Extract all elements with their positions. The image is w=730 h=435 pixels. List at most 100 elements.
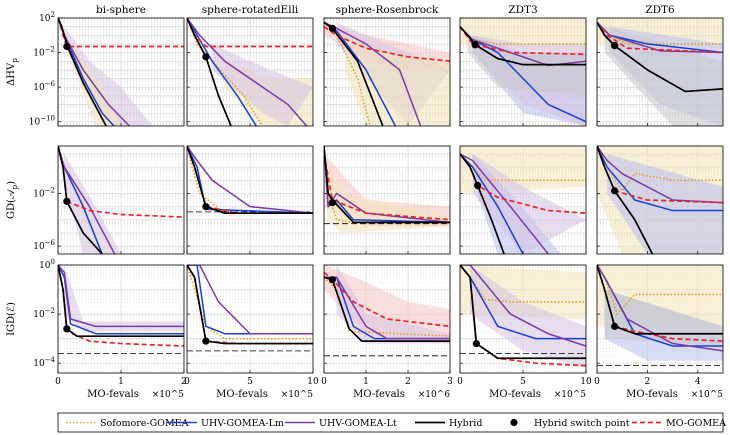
subplot-r1-c2: [323, 145, 451, 255]
plot-area: [460, 18, 586, 126]
axes-box: [596, 145, 724, 255]
plot-area: [58, 265, 184, 354]
series-sofo: [460, 26, 586, 45]
switch-point: [328, 276, 336, 284]
x-axis-label: MO-fevals: [489, 389, 541, 400]
axes-box: [323, 17, 451, 127]
series-mogomea: [324, 25, 450, 63]
column-title: sphere-Rosenbrock: [336, 4, 439, 16]
switch-point: [63, 42, 71, 51]
band-mogomea: [324, 265, 450, 344]
plot-area: [460, 265, 586, 369]
band-lm: [607, 153, 723, 254]
series-mogomea: [460, 265, 586, 367]
x-multiplier: ×10^6: [418, 390, 451, 400]
x-tick-label: 0: [321, 377, 327, 387]
series-mogomea: [324, 271, 450, 328]
row-ylabel: ΔHVp: [6, 58, 19, 86]
x-tick-label: 5: [520, 377, 526, 387]
x-multiplier: ×10^5: [554, 390, 587, 400]
y-tick-label: 100: [39, 258, 55, 271]
series-mogomea: [597, 265, 723, 342]
subplot-r0-c4: ZDT6: [596, 4, 724, 127]
series-lt: [187, 146, 313, 214]
x-tick-label: 5: [247, 377, 253, 387]
legend-label: Hybrid switch point: [534, 418, 630, 429]
legend: Sofomore-GOMEA UHV-GOMEA-Lm UHV-GOMEA-Lt Hy…: [57, 412, 726, 433]
subplot-r1-c4: [596, 145, 724, 255]
switch-point: [611, 42, 619, 50]
x-tick-label: 0: [184, 377, 190, 387]
plot-area: [597, 146, 723, 254]
x-tick-label: 0: [457, 377, 463, 387]
grid: [187, 265, 313, 373]
column-title: bi-sphere: [96, 4, 146, 16]
x-axis-label: MO-fevals: [353, 389, 405, 400]
y-tick-label: 10−2: [33, 186, 55, 199]
series-hybrid: [460, 26, 586, 66]
y-tick-label: 102: [39, 11, 55, 24]
switch-point: [472, 339, 480, 348]
switch-point: [63, 197, 71, 205]
subplot-r1-c1: [186, 145, 314, 255]
series-mogomea: [324, 153, 450, 221]
subplot-r2-c2: 0 1 2 3 MO-fevals ×10^6: [321, 264, 453, 400]
band-sofo: [70, 43, 121, 126]
plot-area: [324, 146, 450, 233]
legend-label: UHV-GOMEA-Lm: [201, 418, 284, 429]
x-axis-label: MO-fevals: [626, 389, 678, 400]
series-lt: [58, 265, 184, 328]
plot-area: [58, 146, 184, 254]
band-lt: [64, 265, 184, 332]
plot-area: [187, 146, 313, 215]
band-lt: [472, 153, 586, 254]
grid: [187, 146, 313, 254]
axes-box: [323, 145, 451, 255]
axes-box: [596, 17, 724, 127]
x-axis-label: MO-fevals: [87, 389, 139, 400]
y-tick-label: 10−2: [33, 46, 55, 59]
legend-label: UHV-GOMEA-Lt: [319, 418, 397, 429]
series-lt: [460, 265, 586, 347]
y-tick-label: 10−2: [33, 307, 55, 320]
x-tick-label: 2: [181, 377, 187, 387]
x-tick-label: 2: [645, 377, 651, 387]
series-hybrid: [597, 21, 723, 93]
subplot-r2-c1: 0 5 10 MO-fevals ×10^5: [184, 264, 319, 400]
series-mogomea: [460, 26, 586, 56]
switch-point: [202, 337, 210, 345]
legend-label: Hybrid: [449, 418, 482, 429]
y-tick-label: 10−10: [29, 115, 55, 128]
switch-point: [471, 41, 479, 49]
plot-area: [324, 265, 450, 357]
subplot-r1-c3: [459, 145, 587, 255]
x-tick-label: 4: [695, 377, 701, 387]
x-tick-label: 2: [405, 377, 411, 387]
switch-point: [202, 53, 210, 61]
band-sofo: [328, 167, 450, 233]
x-tick-label: 0: [55, 377, 61, 387]
band-lt: [64, 153, 121, 254]
legend-box: [57, 412, 724, 433]
series-sofo: [597, 146, 723, 192]
x-multiplier: ×10^5: [152, 390, 185, 400]
x-tick-label: 0: [594, 377, 600, 387]
series-lm: [58, 265, 184, 335]
column-title: sphere-rotatedElli: [202, 4, 299, 16]
legend-label: MO-GOMEA: [666, 418, 726, 429]
subplot-r2-c4: 0 2 4 MO-fevals ×10^5: [594, 264, 724, 400]
switch-point: [611, 322, 619, 330]
band-lt: [470, 265, 586, 369]
plot-area: [460, 146, 586, 254]
legend-marker-switch-point: [510, 418, 518, 427]
plot-area: [324, 21, 450, 126]
x-multiplier: ×10^5: [281, 390, 314, 400]
series-lm: [187, 18, 257, 126]
series-mogomea: [597, 21, 723, 54]
switch-point: [328, 24, 336, 32]
switch-point: [202, 202, 210, 211]
x-axis-label: MO-fevals: [216, 389, 268, 400]
band-hybrid: [604, 26, 723, 126]
